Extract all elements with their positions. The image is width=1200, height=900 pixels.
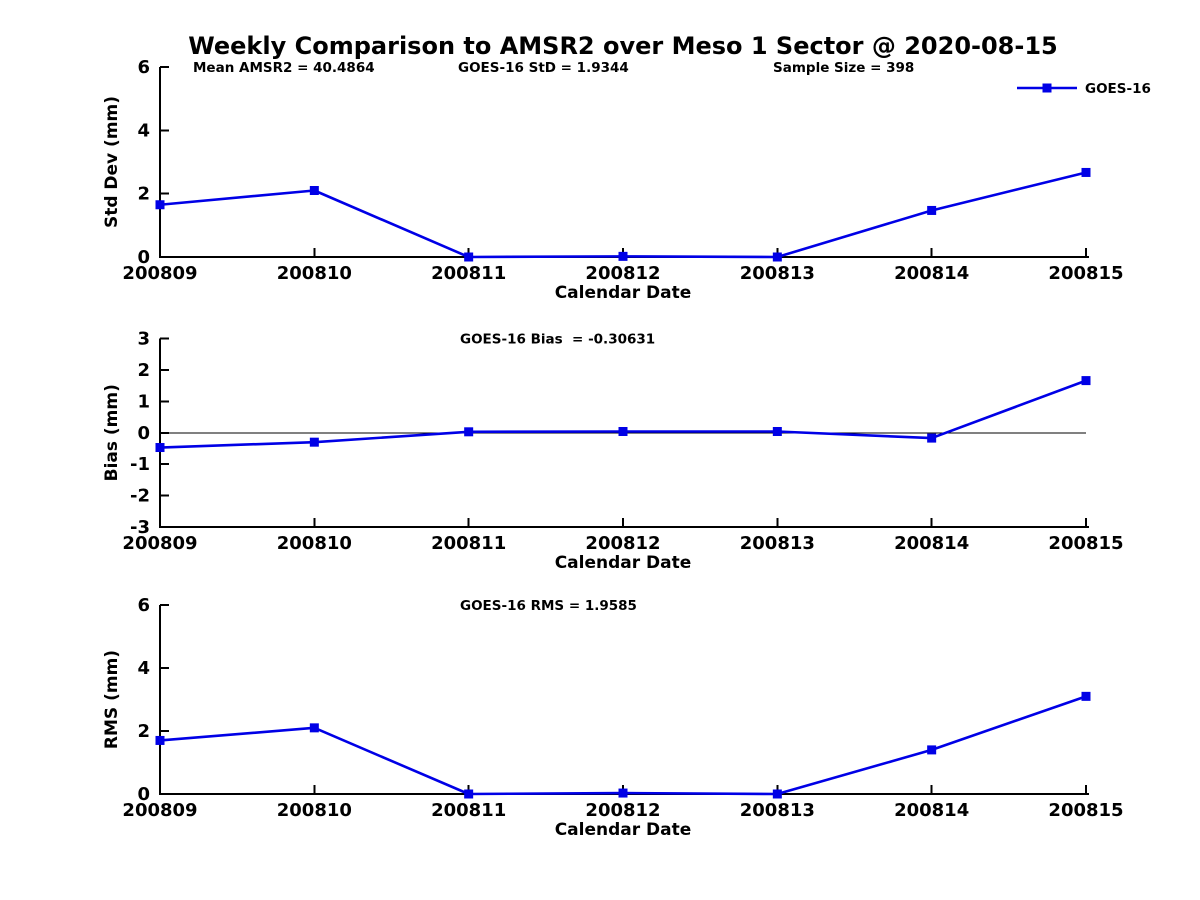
data-point-marker [618, 426, 628, 436]
figure-title: Weekly Comparison to AMSR2 over Meso 1 S… [188, 32, 1058, 60]
x-axis-label: Calendar Date [555, 553, 692, 573]
chart-bias: -3 -2 -1 0 1 2 3 200809 200810 200811 200812 200813… [102, 329, 1124, 574]
y-tick-label: 3 [137, 329, 150, 350]
x-tick-label: 200813 [740, 533, 815, 554]
data-point-marker [772, 789, 782, 799]
data-point-marker [155, 200, 165, 210]
data-point-marker [618, 788, 628, 798]
data-point-marker [309, 186, 319, 195]
annotation-stddev: GOES-16 StD = 1.9344 [458, 60, 629, 76]
data-point-marker [927, 745, 937, 755]
x-tick-label: 200813 [740, 263, 815, 284]
x-tick-label: 200811 [431, 800, 506, 821]
series-line-GOES-16 [159, 171, 1087, 259]
y-tick-label: 6 [137, 595, 150, 616]
y-tick-label: -3 [130, 517, 150, 538]
x-tick-label: 200809 [122, 800, 197, 821]
data-point-marker [618, 251, 628, 261]
data-point-marker [464, 252, 474, 262]
legend-marker-icon [1042, 83, 1052, 93]
x-axis-label: Calendar Date [555, 820, 692, 840]
x-tick-label: 200812 [585, 800, 660, 821]
y-tick-label: 2 [137, 184, 150, 205]
series-line-GOES-16 [159, 379, 1087, 449]
x-tick-label: 200814 [894, 263, 969, 284]
y-tick-label: -1 [130, 454, 150, 475]
data-point-marker [464, 427, 474, 437]
annotation-stddev: Mean AMSR2 = 40.4864 [193, 60, 375, 76]
x-tick-label: 200813 [740, 800, 815, 821]
x-tick-label: 200809 [122, 533, 197, 554]
y-tick-label: 1 [137, 391, 150, 412]
x-tick-label: 200815 [1048, 533, 1123, 554]
x-tick-label: 200812 [585, 263, 660, 284]
data-point-marker [1081, 167, 1091, 177]
y-tick-label: 2 [137, 721, 150, 742]
y-axis-label: RMS (mm) [102, 650, 122, 749]
data-point-marker [1081, 376, 1091, 386]
annotation-rms: GOES-16 RMS = 1.9585 [460, 598, 637, 614]
data-point-marker [1081, 691, 1091, 701]
y-tick-label: 4 [137, 120, 150, 141]
data-point-marker [464, 789, 474, 799]
annotation-stddev: Sample Size = 398 [773, 60, 914, 76]
data-point-marker [309, 723, 319, 733]
y-axis-label: Std Dev (mm) [102, 96, 122, 228]
data-point-marker [772, 252, 782, 262]
annotation-bias: GOES-16 Bias = -0.30631 [460, 332, 655, 348]
x-tick-label: 200811 [431, 533, 506, 554]
series-line-GOES-16 [159, 695, 1087, 796]
y-tick-label: 4 [137, 658, 150, 679]
x-tick-label: 200809 [122, 263, 197, 284]
x-tick-label: 200810 [277, 800, 352, 821]
x-tick-label: 200814 [894, 800, 969, 821]
legend-label: GOES-16 [1085, 81, 1151, 97]
x-axis-label: Calendar Date [555, 283, 692, 303]
data-point-marker [155, 443, 165, 453]
y-tick-label: 2 [137, 360, 150, 381]
chart-stddev: 0 2 4 6 200809 200810 200811 200812 200813 200814… [102, 57, 1151, 303]
y-tick-label: 6 [137, 57, 150, 78]
data-point-marker [927, 205, 937, 215]
data-point-marker [927, 433, 937, 443]
y-axis-label: Bias (mm) [102, 384, 122, 481]
data-point-marker [155, 735, 165, 745]
y-tick-label: 0 [137, 247, 150, 268]
x-tick-label: 200810 [277, 533, 352, 554]
x-tick-label: 200815 [1048, 263, 1123, 284]
data-point-marker [772, 426, 782, 436]
y-tick-label: -2 [130, 486, 150, 507]
legend: GOES-16 [1017, 81, 1151, 97]
y-tick-label: 0 [137, 423, 150, 444]
chart-rms: 0 2 4 6 200809 200810 200811 200812 200813 200814… [102, 595, 1124, 840]
data-point-marker [309, 437, 319, 447]
y-tick-label: 0 [137, 784, 150, 805]
x-tick-label: 200811 [431, 263, 506, 284]
x-tick-label: 200810 [277, 263, 352, 284]
x-tick-label: 200815 [1048, 800, 1123, 821]
x-tick-label: 200814 [894, 533, 969, 554]
x-tick-label: 200812 [585, 533, 660, 554]
